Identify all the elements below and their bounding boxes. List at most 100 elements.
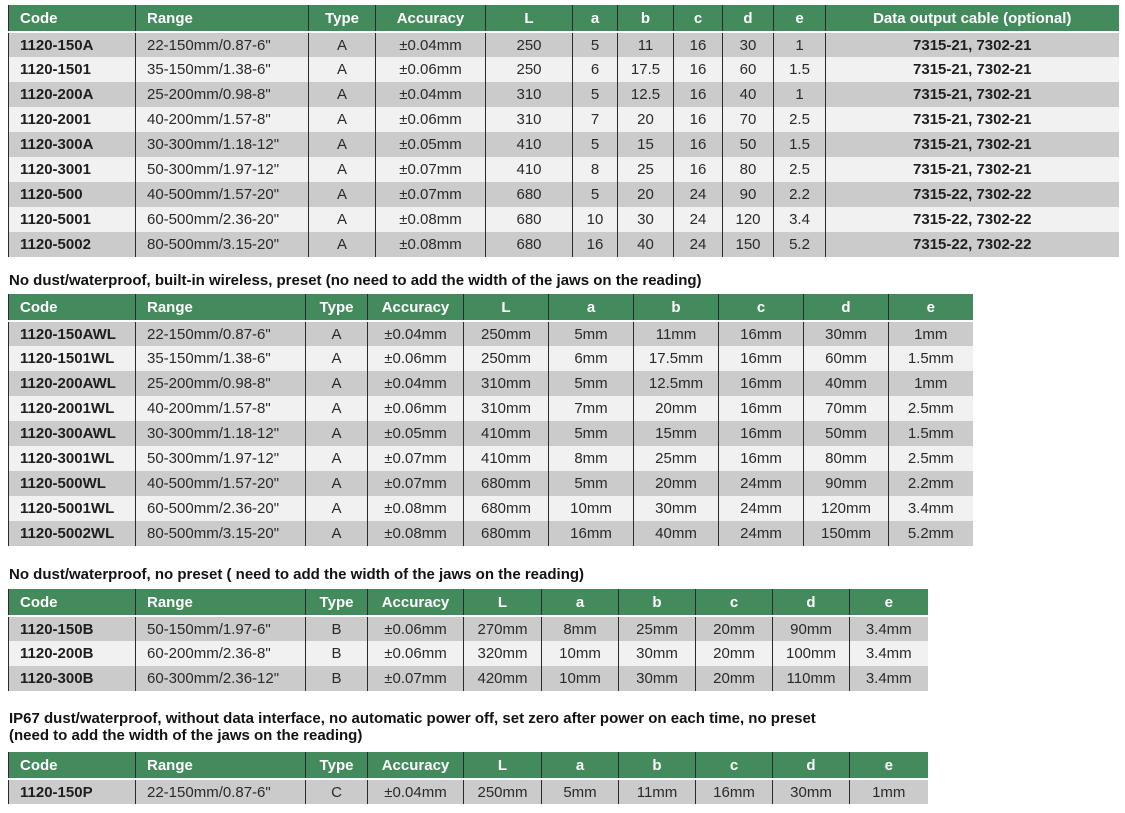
table-cell: ±0.08mm (367, 521, 464, 546)
table-cell: 3.4mm (849, 616, 928, 641)
table-cell: ±0.04mm (367, 371, 464, 396)
table-cell: 5.2 (773, 232, 826, 257)
table-cell: 16 (572, 232, 618, 257)
table-cell: ±0.08mm (367, 496, 464, 521)
table-cell: ±0.06mm (367, 396, 464, 421)
table-cell: ±0.05mm (367, 421, 464, 446)
table-cell: 3.4mm (849, 666, 928, 691)
table-cell: 25mm (633, 446, 719, 471)
table-cell: 1.5mm (888, 421, 973, 446)
table-cell: 10mm (548, 496, 634, 521)
table-cell: 24 (673, 232, 723, 257)
column-header: Range (135, 5, 309, 33)
table-cell: 6 (572, 57, 618, 82)
table-cell: 5mm (541, 779, 619, 804)
table-cell: 17.5mm (633, 346, 719, 371)
table-cell: 11mm (633, 321, 719, 346)
table-cell: 16mm (548, 521, 634, 546)
table-cell: C (305, 779, 368, 804)
table-cell: 1.5 (773, 132, 826, 157)
table-cell: A (308, 82, 376, 107)
table-cell: 1120-500WL (8, 471, 136, 496)
table-cell: 1120-200A (8, 82, 136, 107)
table-cell: ±0.06mm (367, 616, 464, 641)
column-header: e (888, 294, 973, 322)
table-cell: 1120-150A (8, 32, 136, 57)
table-cell: ±0.07mm (375, 182, 486, 207)
table-cell: 1 (773, 82, 826, 107)
table-cell: 11 (617, 32, 674, 57)
table-cell: 2.5mm (888, 446, 973, 471)
table-cell: A (308, 182, 376, 207)
table-cell: 50-300mm/1.97-12" (135, 157, 309, 182)
table-cell: 20mm (695, 666, 773, 691)
table-cell: 50 (722, 132, 774, 157)
table-cell: 16mm (695, 779, 773, 804)
table-cell: 80 (722, 157, 774, 182)
table-cell: 25-200mm/0.98-8" (135, 371, 306, 396)
table-cell: 80-500mm/3.15-20" (135, 232, 309, 257)
column-header: Accuracy (375, 5, 486, 33)
table-cell: 1.5mm (888, 346, 973, 371)
column-header: L (463, 294, 549, 322)
table-cell: 50-300mm/1.97-12" (135, 446, 306, 471)
table-cell: A (305, 471, 368, 496)
table-cell: 680 (485, 232, 573, 257)
table-cell: A (305, 321, 368, 346)
table-cell: 20mm (633, 471, 719, 496)
table-cell: 90 (722, 182, 774, 207)
table-row: 1120-300AWL 30-300mm/1.18-12" A ±0.05mm 410m… (8, 421, 973, 446)
table-cell: 2.5 (773, 157, 826, 182)
table-cell: 150 (722, 232, 774, 257)
table-cell: 35-150mm/1.38-6" (135, 57, 309, 82)
table-cell: 250mm (463, 346, 549, 371)
table-cell: A (308, 207, 376, 232)
column-header: a (541, 752, 619, 780)
section-heading-line: (need to add the width of the jaws on th… (9, 727, 363, 744)
column-header: a (548, 294, 634, 322)
table-row: 1120-150P 22-150mm/0.87-6" C ±0.04mm 250mm 5m… (8, 779, 928, 804)
table-cell: 7315-22, 7302-22 (825, 207, 1119, 232)
table-cell: 100mm (772, 641, 850, 666)
table-cell: ±0.07mm (375, 157, 486, 182)
table-cell: 17.5 (617, 57, 674, 82)
table-cell: A (308, 32, 376, 57)
column-header: d (722, 5, 774, 33)
table-cell: 310 (485, 82, 573, 107)
table-cell: 30mm (618, 641, 696, 666)
table-cell: 250mm (463, 321, 549, 346)
table-row: 1120-2001WL 40-200mm/1.57-8" A ±0.06mm 310mm… (8, 396, 973, 421)
table-cell: B (305, 666, 368, 691)
column-header: b (618, 589, 696, 617)
table-cell: 20mm (695, 641, 773, 666)
column-header: b (633, 294, 719, 322)
table-cell: 40 (722, 82, 774, 107)
table-row: 1120-5002 80-500mm/3.15-20" A ±0.08mm 680 16 4… (8, 232, 1119, 257)
table-cell: 250mm (463, 779, 542, 804)
column-header: a (541, 589, 619, 617)
table-cell: 7315-21, 7302-21 (825, 57, 1119, 82)
column-header: Code (8, 5, 136, 33)
table-cell: 30-300mm/1.18-12" (135, 132, 309, 157)
table-cell: 30mm (803, 321, 889, 346)
table-cell: 22-150mm/0.87-6" (135, 321, 306, 346)
column-header: Range (135, 752, 306, 780)
table-cell: 16 (673, 107, 723, 132)
table-cell: 1mm (849, 779, 928, 804)
table-cell: A (305, 421, 368, 446)
column-header: e (849, 752, 928, 780)
table-cell: 80mm (803, 446, 889, 471)
table-cell: 3.4mm (888, 496, 973, 521)
table-cell: ±0.04mm (367, 779, 464, 804)
table-cell: 16mm (718, 346, 804, 371)
column-header: c (695, 752, 773, 780)
table-cell: ±0.04mm (367, 321, 464, 346)
table-cell: 90mm (803, 471, 889, 496)
table-cell: 24mm (718, 496, 804, 521)
